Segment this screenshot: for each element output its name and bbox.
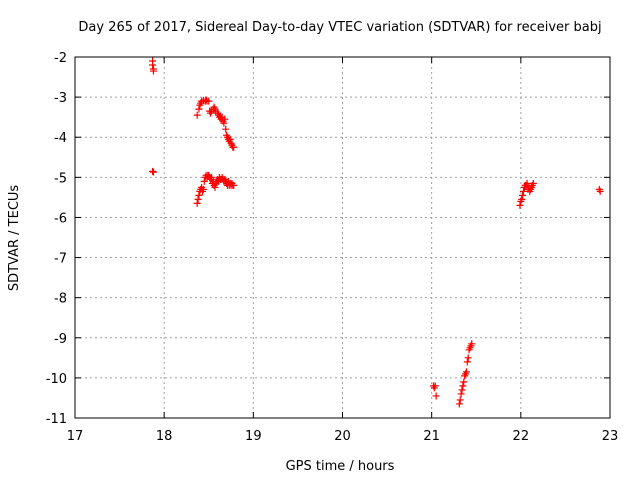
x-tick-label: 19 xyxy=(245,429,262,444)
y-tick-label: -5 xyxy=(54,171,67,186)
data-point xyxy=(518,195,526,203)
data-point xyxy=(468,340,476,348)
y-tick-label: -2 xyxy=(54,51,67,66)
data-point xyxy=(200,177,208,185)
data-point xyxy=(456,396,464,404)
data-point xyxy=(516,201,524,209)
data-point xyxy=(596,187,604,195)
x-tick-label: 20 xyxy=(334,429,351,444)
data-points xyxy=(149,57,604,408)
data-point xyxy=(195,191,203,199)
data-point xyxy=(222,125,230,133)
data-point xyxy=(211,183,219,191)
data-point xyxy=(460,378,468,386)
data-point xyxy=(149,61,157,69)
x-tick-label: 17 xyxy=(67,429,84,444)
data-point xyxy=(226,135,234,143)
x-tick-label: 22 xyxy=(513,429,530,444)
data-point xyxy=(193,199,201,207)
y-tick-label: -6 xyxy=(54,211,67,226)
data-point xyxy=(220,119,228,127)
data-point xyxy=(458,386,466,394)
ticks: 17 18 19 20 21 22 23 -2 -3 -4 -5 -6 -7 -8 -9 -10 -11 xyxy=(46,51,619,444)
data-point xyxy=(149,67,157,75)
data-point xyxy=(520,187,528,195)
data-point xyxy=(523,179,531,187)
y-tick-label: -3 xyxy=(54,91,67,106)
data-point xyxy=(463,358,471,366)
data-point xyxy=(221,115,229,123)
data-point xyxy=(194,195,202,203)
y-tick-label: -4 xyxy=(54,131,67,146)
data-point xyxy=(193,111,201,119)
data-point xyxy=(457,390,465,398)
grid xyxy=(75,57,610,418)
x-tick-label: 23 xyxy=(602,429,619,444)
y-tick-label: -7 xyxy=(54,252,67,267)
data-point xyxy=(230,181,238,189)
data-point xyxy=(205,97,213,105)
x-tick-label: 18 xyxy=(156,429,173,444)
data-point xyxy=(432,392,440,400)
y-tick-label: -10 xyxy=(46,372,67,387)
data-point xyxy=(459,382,467,390)
data-point xyxy=(455,400,463,408)
data-point xyxy=(464,354,472,362)
data-point xyxy=(230,143,238,151)
y-axis-label: SDTVAR / TECUs xyxy=(7,185,22,292)
data-point xyxy=(431,382,439,390)
data-point xyxy=(529,179,537,187)
y-tick-label: -11 xyxy=(46,412,67,427)
chart-title: Day 265 of 2017, Sidereal Day-to-day VTE… xyxy=(78,20,601,35)
y-tick-label: -9 xyxy=(54,332,67,347)
x-tick-label: 21 xyxy=(423,429,440,444)
y-tick-label: -8 xyxy=(54,292,67,307)
data-point xyxy=(207,173,215,181)
data-point xyxy=(462,368,470,376)
x-axis-label: GPS time / hours xyxy=(286,459,395,474)
data-point xyxy=(199,185,207,193)
data-point xyxy=(519,191,527,199)
data-point xyxy=(149,168,157,176)
data-point xyxy=(195,105,203,113)
data-point xyxy=(149,167,157,175)
